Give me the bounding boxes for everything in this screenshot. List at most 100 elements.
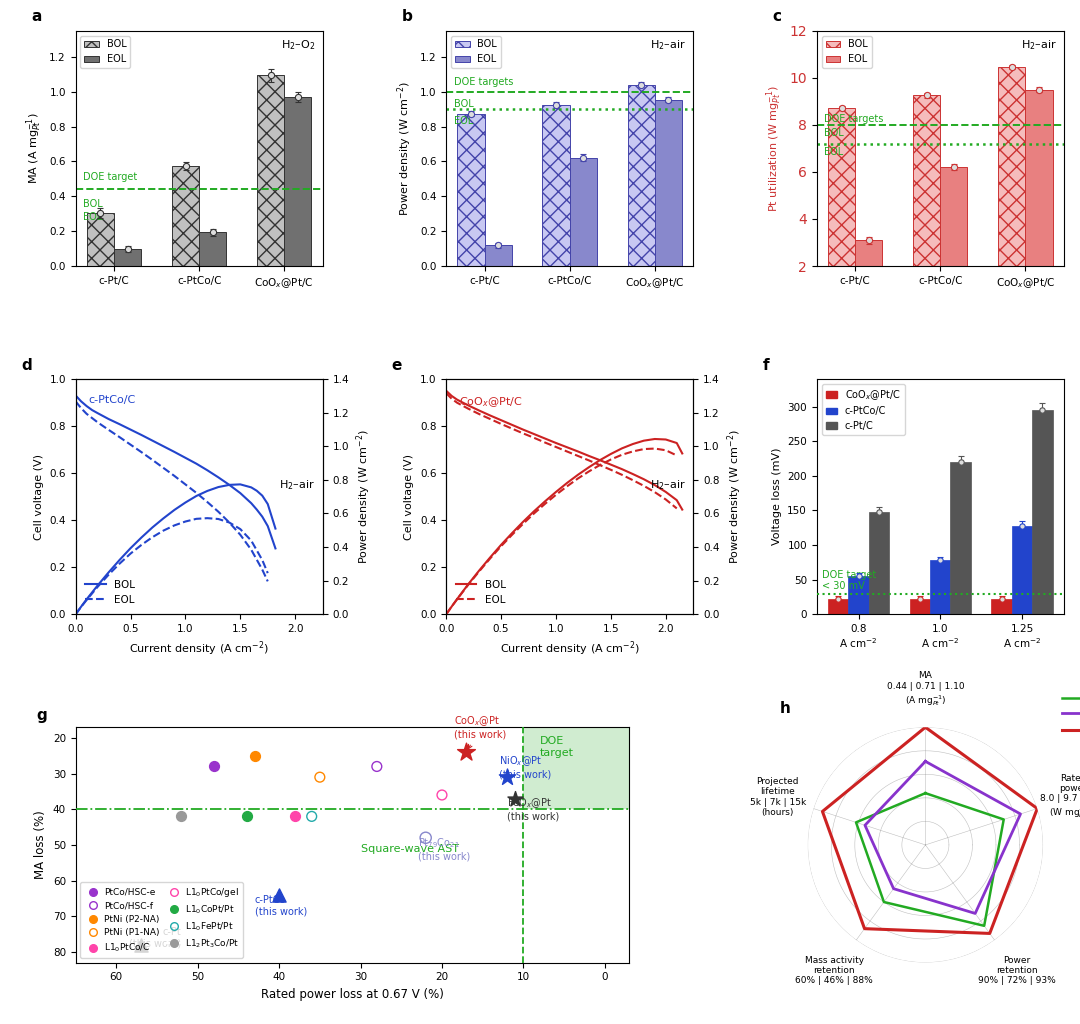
Point — [548, 96, 565, 113]
Bar — [524, 727, 630, 809]
Bar — [941, 167, 968, 313]
Y-axis label: MA loss (%): MA loss (%) — [35, 811, 48, 880]
Y-axis label: Power density (W cm$^{-2}$): Power density (W cm$^{-2}$) — [354, 429, 374, 564]
Bar — [172, 166, 199, 266]
Text: H$_2$–air: H$_2$–air — [1021, 38, 1056, 51]
Text: H$_2$–O$_2$: H$_2$–O$_2$ — [281, 38, 315, 51]
Point — [289, 89, 307, 105]
Bar — [998, 68, 1025, 313]
Point — [303, 808, 321, 824]
Point — [953, 454, 970, 470]
Point — [489, 238, 507, 254]
Bar — [1012, 525, 1032, 614]
Text: DOE targets: DOE targets — [454, 77, 513, 87]
Text: EOL: EOL — [454, 116, 473, 126]
Point — [205, 759, 222, 775]
Text: BOL: BOL — [454, 98, 473, 109]
Text: e: e — [392, 357, 402, 373]
Text: c: c — [772, 9, 781, 25]
Point — [204, 224, 221, 241]
Text: BOL: BOL — [83, 199, 103, 209]
Bar — [868, 512, 889, 614]
X-axis label: Current density (A cm$^{-2}$): Current density (A cm$^{-2}$) — [500, 640, 639, 658]
Y-axis label: Voltage loss (mV): Voltage loss (mV) — [772, 447, 782, 546]
Text: Power
retention
90% | 72% | 93%: Power retention 90% | 72% | 93% — [977, 955, 1055, 985]
Legend: BOL, EOL: BOL, EOL — [822, 36, 872, 69]
Text: g: g — [37, 709, 48, 723]
Bar — [485, 246, 512, 266]
Y-axis label: Cell voltage (V): Cell voltage (V) — [33, 454, 44, 540]
Text: Rated
power
8.0 | 9.7 | 10.4
(W mg$_{PGM}^{-1}$): Rated power 8.0 | 9.7 | 10.4 (W mg$_{PGM… — [1040, 773, 1080, 820]
Point — [633, 77, 650, 93]
Text: Pt$_{79}$Co$_{21}$
(this work): Pt$_{79}$Co$_{21}$ (this work) — [418, 836, 470, 861]
Bar — [909, 599, 930, 614]
Bar — [199, 232, 227, 266]
Point — [850, 568, 867, 585]
Bar — [913, 95, 941, 313]
X-axis label: Current density (A cm$^{-2}$): Current density (A cm$^{-2}$) — [130, 640, 269, 658]
Bar — [849, 577, 868, 614]
Bar — [828, 108, 855, 313]
Text: a: a — [31, 9, 41, 25]
Text: f: f — [762, 357, 769, 373]
Point — [458, 744, 475, 761]
Text: h: h — [780, 701, 791, 716]
Text: BOL: BOL — [824, 128, 843, 138]
Point — [945, 159, 962, 175]
Text: Square-wave AST: Square-wave AST — [361, 844, 459, 854]
Text: c-PtCo/C: c-PtCo/C — [87, 395, 135, 406]
X-axis label: Rated power loss at 0.67 V (%): Rated power loss at 0.67 V (%) — [261, 988, 444, 1000]
Text: H$_2$–air: H$_2$–air — [280, 478, 315, 492]
Legend: BOL, EOL: BOL, EOL — [451, 36, 501, 69]
Point — [1013, 517, 1030, 534]
Text: Projected
lifetime
5k | 7k | 15k
(hours): Projected lifetime 5k | 7k | 15k (hours) — [750, 777, 806, 817]
Point — [368, 759, 386, 775]
Bar — [627, 85, 654, 266]
Point — [860, 232, 877, 249]
Text: b: b — [402, 9, 413, 25]
Bar — [284, 97, 311, 266]
Point — [993, 591, 1010, 607]
Legend: BOL, EOL: BOL, EOL — [451, 575, 510, 609]
Text: DOE target: DOE target — [83, 172, 137, 181]
Text: Mass activity
retention
60% | 46% | 88%: Mass activity retention 60% | 46% | 88% — [795, 955, 873, 985]
Bar — [257, 75, 284, 266]
Point — [507, 791, 524, 807]
Text: EOL: EOL — [83, 212, 103, 222]
Text: NiO$_x$@Pt
(this work): NiO$_x$@Pt (this work) — [499, 754, 551, 779]
Text: d: d — [22, 357, 32, 373]
Text: c-PtCo
(this work): c-PtCo (this work) — [255, 895, 307, 916]
Point — [173, 808, 190, 824]
Text: CoO$_x$@Pt
(this work): CoO$_x$@Pt (this work) — [455, 715, 507, 749]
Point — [829, 591, 847, 607]
Y-axis label: Power density (W cm$^{-2}$): Power density (W cm$^{-2}$) — [725, 429, 744, 564]
Text: DOE targets: DOE targets — [824, 115, 883, 125]
Bar — [542, 104, 570, 266]
Bar — [950, 462, 971, 614]
Point — [417, 829, 434, 846]
Point — [433, 786, 450, 803]
Point — [833, 99, 850, 116]
Y-axis label: Pt utilization (W mg$_{Pt}^{-1}$): Pt utilization (W mg$_{Pt}^{-1}$) — [765, 85, 784, 212]
Point — [270, 887, 287, 903]
Point — [870, 504, 888, 520]
Bar — [991, 599, 1012, 614]
Legend: CoO$_x$@Pt/C, c-PtCo/C, c-Pt/C: CoO$_x$@Pt/C, c-PtCo/C, c-Pt/C — [822, 384, 905, 435]
Point — [1034, 402, 1051, 419]
Point — [92, 205, 109, 221]
Point — [462, 105, 480, 122]
Bar — [855, 241, 882, 313]
Legend: PtCo/HSC-e, PtCo/HSC-f, PtNi (P2-NA), PtNi (P1-NA), L1$_0$PtCo/C, L1$_0$PtCo/gel: PtCo/HSC-e, PtCo/HSC-f, PtNi (P2-NA), Pt… — [80, 883, 243, 958]
Point — [1003, 59, 1021, 76]
Point — [575, 150, 592, 166]
Point — [246, 748, 264, 764]
Text: EOL: EOL — [824, 147, 843, 158]
Y-axis label: Power density (W cm$^{-2}$): Power density (W cm$^{-2}$) — [395, 81, 415, 216]
Point — [119, 241, 136, 257]
Bar — [458, 114, 485, 266]
Text: DOE
target: DOE target — [540, 736, 573, 758]
Legend: BOL, EOL: BOL, EOL — [81, 575, 139, 609]
Point — [932, 552, 949, 568]
Text: H$_2$–air: H$_2$–air — [650, 478, 686, 492]
Bar — [654, 99, 681, 266]
